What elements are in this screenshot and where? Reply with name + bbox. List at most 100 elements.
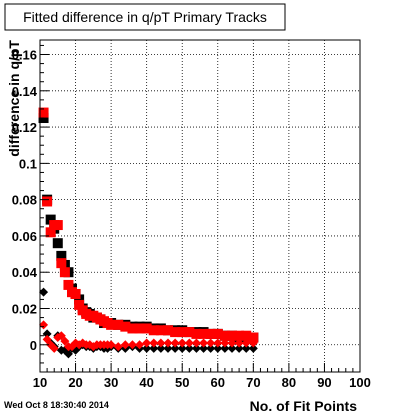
data-point-square (148, 325, 159, 336)
data-point-diamond (241, 338, 251, 348)
data-point-diamond (135, 340, 145, 350)
data-point-diamond (156, 343, 166, 353)
y-tick-label: 0.1 (19, 156, 37, 171)
data-point-diamond (149, 343, 159, 353)
data-point-diamond (56, 331, 66, 341)
y-tick-label: 0.02 (12, 302, 37, 317)
data-point-diamond (227, 338, 237, 348)
data-point-square (141, 323, 152, 334)
data-point-square (74, 294, 85, 305)
data-point-diamond (213, 338, 223, 348)
data-point-diamond (177, 338, 187, 348)
data-point-diamond (184, 343, 194, 353)
data-point-square (241, 330, 252, 341)
x-tick-label: 70 (246, 375, 260, 390)
data-point-diamond (199, 343, 209, 353)
data-point-diamond (120, 340, 130, 350)
data-point-diamond (177, 343, 187, 353)
data-point-diamond (191, 343, 201, 353)
title-box (4, 3, 286, 31)
y-tick-label: 0.08 (12, 193, 37, 208)
axis-ticks (39, 44, 361, 373)
data-point-square (248, 332, 259, 343)
data-point-diamond (220, 338, 230, 348)
data-point-diamond (163, 343, 173, 353)
data-point-square (42, 196, 53, 207)
data-point-diamond (220, 343, 230, 353)
data-point-diamond (234, 343, 244, 353)
x-tick-label: 100 (349, 375, 371, 390)
grid-lines (40, 40, 360, 372)
data-point-square (170, 327, 181, 338)
data-point-diamond (49, 343, 59, 353)
data-point-diamond (142, 338, 152, 348)
data-point-diamond (227, 343, 237, 353)
data-point-square (38, 107, 49, 118)
data-point-square (177, 327, 188, 338)
x-axis-title: No. of Fit Points (250, 398, 358, 414)
data-point-square (205, 328, 216, 339)
data-point-diamond (106, 340, 116, 350)
data-point-square (52, 220, 63, 231)
data-point-diamond (234, 338, 244, 348)
y-tick-label: 0.12 (12, 120, 37, 135)
data-point-diamond (213, 343, 223, 353)
data-point-diamond (42, 329, 52, 339)
data-point-square (155, 325, 166, 336)
x-tick-label: 40 (139, 375, 153, 390)
y-tick-label: 0.16 (12, 48, 37, 63)
x-tick-label: 10 (33, 375, 47, 390)
data-points (38, 107, 259, 359)
data-point-diamond (163, 338, 173, 348)
data-point-diamond (149, 338, 159, 348)
data-point-diamond (127, 340, 137, 350)
data-point-square (56, 258, 67, 269)
x-tick-label: 50 (175, 375, 189, 390)
data-point-diamond (184, 338, 194, 348)
data-point-square (74, 299, 85, 310)
data-point-square (127, 323, 138, 334)
data-point-diamond (113, 342, 123, 352)
x-tick-label: 30 (104, 375, 118, 390)
data-point-square (63, 279, 74, 290)
data-point-square (234, 330, 245, 341)
data-point-diamond (142, 343, 152, 353)
data-point-square (212, 328, 223, 339)
data-point-square (106, 319, 117, 330)
data-point-square (56, 250, 67, 261)
data-point-diamond (206, 343, 216, 353)
data-point-square (45, 227, 56, 238)
data-point-diamond (248, 338, 258, 348)
data-point-square (219, 330, 230, 341)
y-axis-title: difference in q/pT (6, 40, 22, 157)
x-tick-label: 90 (317, 375, 331, 390)
data-point-square (163, 325, 173, 336)
data-point-diamond (199, 338, 209, 348)
data-point-diamond (248, 343, 258, 353)
data-point-square (198, 328, 209, 339)
plot-frame (39, 39, 361, 373)
data-point-square (113, 319, 124, 330)
tick-labels: 10 20 30 40 50 60 70 80 90 100 0 0.02 0.04 0.06 0.08 0.… (12, 48, 371, 390)
x-tick-label: 80 (282, 375, 296, 390)
data-point-diamond (191, 338, 201, 348)
data-point-square (184, 327, 195, 338)
x-tick-label: 60 (211, 375, 225, 390)
data-point-diamond (241, 343, 251, 353)
data-point-square (70, 288, 81, 299)
y-tick-label: 0 (30, 338, 37, 353)
y-tick-label: 0.04 (12, 265, 38, 280)
data-point-square (227, 330, 237, 341)
x-tick-label: 20 (68, 375, 82, 390)
data-point-square (45, 214, 56, 225)
timestamp: Wed Oct 8 18:30:40 2014 (4, 400, 109, 410)
data-point-square (134, 323, 145, 334)
data-point-square (59, 267, 70, 278)
chart-title: Fitted difference in q/pT Primary Tracks (23, 9, 267, 25)
y-tick-label: 0.06 (12, 229, 37, 244)
data-point-diamond (156, 338, 166, 348)
data-point-square (191, 328, 202, 339)
data-point-diamond (170, 343, 180, 353)
data-point-diamond (206, 338, 216, 348)
